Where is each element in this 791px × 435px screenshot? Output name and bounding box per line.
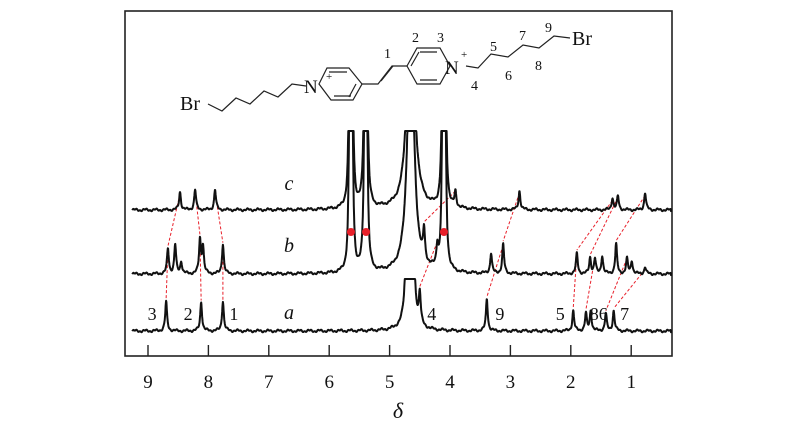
right-charge-label: +	[461, 49, 467, 61]
position-label-5: 5	[490, 40, 497, 55]
right-hexyl-chain	[465, 35, 571, 69]
red-peak-marker	[346, 228, 355, 236]
spectrum-labels: c b a 3 2 1 4 9 5 86 7	[148, 173, 630, 324]
peak-assignment-label: 5	[556, 304, 565, 324]
left-hexyl-chain	[207, 83, 307, 112]
right-bromine-label: Br	[572, 28, 592, 50]
peak-assignment-label: 4	[427, 304, 436, 324]
peak-assignment-label: 86	[590, 304, 608, 324]
right-pyridinium-ring	[406, 47, 451, 85]
x-tick-label: 5	[385, 372, 395, 393]
position-label-4: 4	[471, 79, 478, 94]
spectra	[131, 130, 672, 334]
peak-connector-line	[585, 270, 594, 310]
peak-connector-line	[589, 197, 619, 256]
molecule-labels: Br N + N + Br 1 2 3 4 5 6 7 8 9	[180, 21, 592, 115]
x-tick-label: 6	[324, 372, 334, 393]
spectrum-label-b: b	[284, 235, 294, 257]
red-peak-marker	[362, 228, 371, 236]
x-axis: 9 8 7 6 5 4 3 2 1	[143, 345, 636, 393]
peak-connector-line	[605, 258, 628, 311]
plot-frame	[124, 10, 673, 357]
spectrum-label-a: a	[284, 302, 294, 324]
peak-connector-line	[419, 241, 438, 287]
x-tick-label: 7	[264, 372, 274, 393]
vinylene-double-bond	[380, 65, 394, 82]
peak-assignment-label: 7	[620, 304, 629, 324]
peak-connector-line	[167, 193, 181, 247]
peak-markers	[346, 228, 448, 236]
position-label-7: 7	[519, 29, 526, 44]
left-charge-label: +	[326, 71, 332, 83]
peak-assignment-label: 2	[184, 304, 193, 324]
spectrum-label-c: c	[285, 173, 294, 195]
x-tick-label: 9	[143, 372, 153, 393]
red-peak-marker	[439, 228, 448, 236]
peak-assignment-label: 3	[148, 304, 157, 324]
position-label-9: 9	[545, 21, 552, 36]
x-tick-label: 3	[506, 372, 516, 393]
peak-connector-line	[165, 250, 169, 299]
peak-connector-line	[615, 195, 646, 241]
peak-connector-line	[613, 269, 646, 309]
peak-connector-line	[502, 192, 520, 242]
x-tick-label: 8	[204, 372, 214, 393]
right-nitrogen-label: N	[445, 58, 459, 79]
ring-double-bond	[410, 51, 420, 67]
ring-double-bond	[348, 83, 357, 98]
peak-connector-line	[572, 254, 578, 309]
left-bromine-label: Br	[180, 93, 200, 115]
x-tick-label: 4	[445, 372, 455, 393]
position-label-1: 1	[384, 47, 391, 62]
left-nitrogen-label: N	[304, 77, 318, 98]
position-label-8: 8	[535, 59, 542, 74]
spectrum-a-trace	[131, 278, 672, 334]
position-label-2: 2	[412, 31, 419, 46]
position-label-3: 3	[437, 31, 444, 46]
peak-assignment-label: 9	[495, 304, 504, 324]
peak-connector-line	[214, 191, 224, 243]
x-tick-label: 2	[566, 372, 576, 393]
position-label-6: 6	[505, 69, 512, 84]
x-tick-label: 1	[626, 372, 636, 393]
vinylene-bridge	[362, 65, 407, 85]
peak-connectors	[165, 190, 646, 311]
peak-assignment-label: 1	[229, 304, 238, 324]
molecule-structure	[207, 35, 571, 112]
spectrum-b-trace	[131, 130, 672, 277]
x-axis-label: δ	[393, 398, 404, 423]
spectrum-c-trace	[131, 130, 672, 213]
